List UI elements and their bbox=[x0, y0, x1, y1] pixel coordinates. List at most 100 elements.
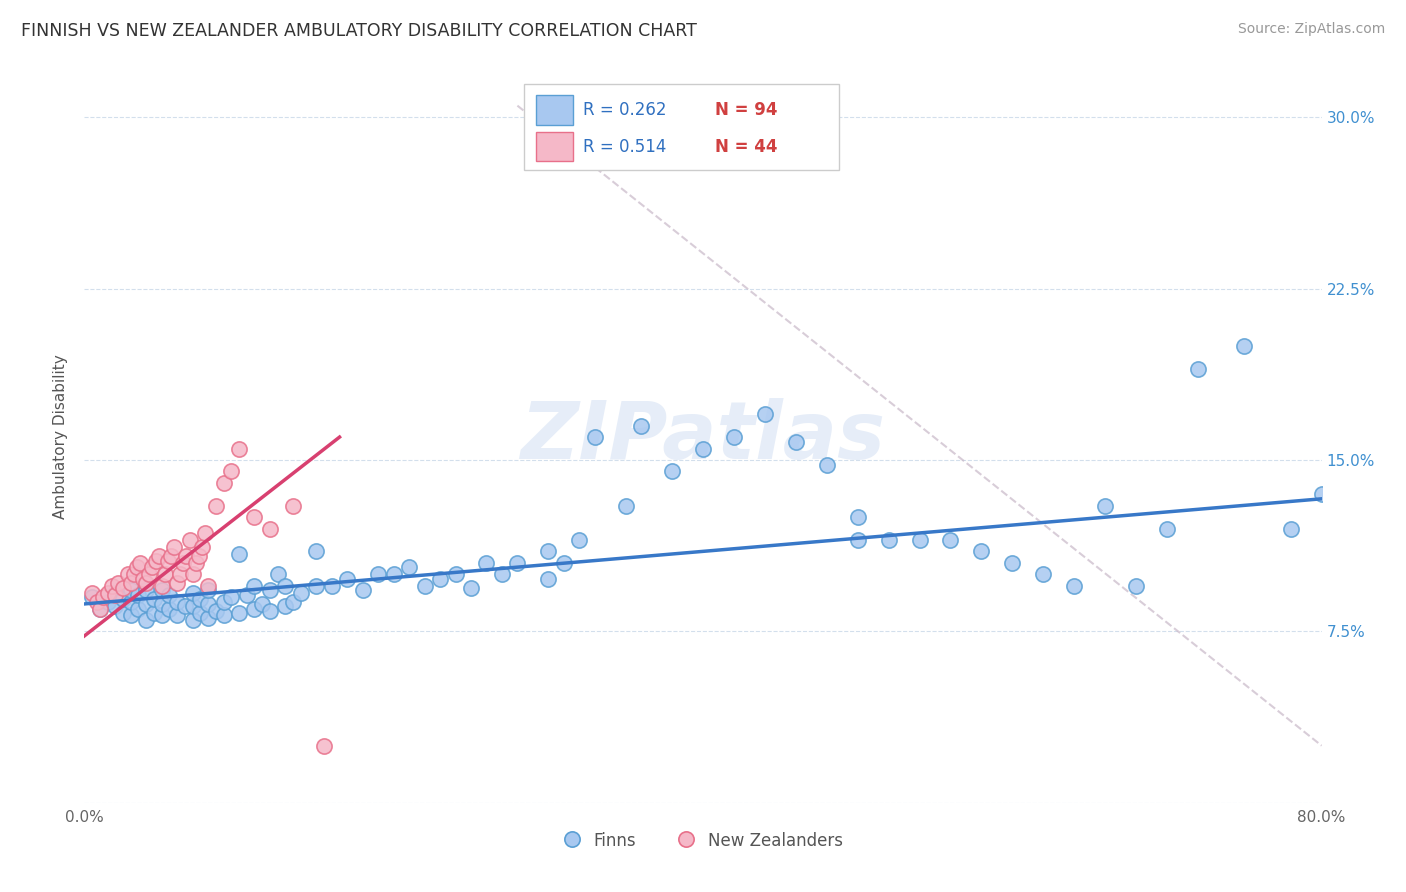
Point bbox=[413, 579, 436, 593]
Point bbox=[281, 499, 305, 513]
Point bbox=[132, 572, 155, 586]
Point bbox=[692, 442, 714, 456]
Point bbox=[1187, 361, 1209, 376]
Point bbox=[169, 567, 191, 582]
Point bbox=[243, 601, 266, 615]
Point bbox=[82, 585, 104, 599]
Point bbox=[135, 576, 157, 591]
Point bbox=[568, 533, 591, 547]
Point bbox=[174, 599, 197, 614]
Point bbox=[537, 544, 560, 558]
Point bbox=[228, 442, 250, 456]
Point bbox=[122, 567, 145, 582]
Point bbox=[191, 540, 214, 554]
Point bbox=[184, 556, 207, 570]
Point bbox=[89, 601, 111, 615]
Point bbox=[96, 585, 118, 599]
Point bbox=[127, 601, 149, 615]
Text: R = 0.262: R = 0.262 bbox=[583, 101, 666, 120]
Point bbox=[179, 533, 201, 547]
Point bbox=[150, 579, 173, 593]
Point bbox=[166, 608, 188, 623]
Point bbox=[1156, 521, 1178, 535]
Point bbox=[153, 567, 176, 582]
Point bbox=[194, 526, 217, 541]
Text: Source: ZipAtlas.com: Source: ZipAtlas.com bbox=[1237, 22, 1385, 37]
Point bbox=[120, 595, 142, 609]
Point bbox=[150, 597, 173, 611]
Text: FINNISH VS NEW ZEALANDER AMBULATORY DISABILITY CORRELATION CHART: FINNISH VS NEW ZEALANDER AMBULATORY DISA… bbox=[21, 22, 697, 40]
Point bbox=[1032, 567, 1054, 582]
Point bbox=[274, 579, 297, 593]
Point bbox=[104, 588, 127, 602]
Point bbox=[125, 560, 148, 574]
Point bbox=[219, 590, 242, 604]
Point bbox=[197, 610, 219, 624]
Point bbox=[82, 590, 104, 604]
Point bbox=[159, 588, 180, 602]
Point bbox=[537, 572, 560, 586]
Point bbox=[815, 458, 838, 472]
Point bbox=[159, 601, 180, 615]
Point bbox=[112, 606, 135, 620]
Legend: Finns, New Zealanders: Finns, New Zealanders bbox=[557, 825, 849, 856]
Point bbox=[846, 510, 869, 524]
Point bbox=[274, 599, 297, 614]
Point bbox=[243, 579, 266, 593]
Point bbox=[367, 567, 389, 582]
Point bbox=[259, 604, 281, 618]
Point bbox=[259, 583, 281, 598]
Point bbox=[127, 588, 149, 602]
Point bbox=[228, 606, 250, 620]
Point bbox=[143, 606, 166, 620]
Point bbox=[250, 597, 273, 611]
Point bbox=[970, 544, 993, 558]
Point bbox=[187, 549, 209, 563]
Point bbox=[785, 434, 807, 449]
Point bbox=[1094, 499, 1116, 513]
Point bbox=[117, 567, 139, 582]
Point bbox=[212, 595, 235, 609]
Point bbox=[212, 475, 235, 490]
Text: N = 44: N = 44 bbox=[716, 137, 778, 156]
Point bbox=[583, 430, 606, 444]
Point bbox=[163, 540, 186, 554]
Point bbox=[197, 579, 219, 593]
Point bbox=[145, 553, 167, 567]
Point bbox=[846, 533, 869, 547]
Point bbox=[143, 592, 166, 607]
Point bbox=[614, 499, 637, 513]
Point bbox=[96, 595, 118, 609]
Text: N = 94: N = 94 bbox=[716, 101, 778, 120]
FancyBboxPatch shape bbox=[523, 84, 839, 170]
Point bbox=[104, 599, 127, 614]
Point bbox=[661, 464, 683, 478]
Point bbox=[141, 560, 163, 574]
Point bbox=[475, 556, 498, 570]
Point bbox=[630, 418, 652, 433]
Y-axis label: Ambulatory Disability: Ambulatory Disability bbox=[53, 355, 69, 519]
Point bbox=[197, 583, 219, 598]
Point bbox=[150, 608, 173, 623]
Point bbox=[135, 597, 157, 611]
Point bbox=[1125, 579, 1147, 593]
Point bbox=[197, 597, 219, 611]
Point bbox=[181, 567, 204, 582]
Point bbox=[219, 464, 242, 478]
Point bbox=[104, 585, 127, 599]
Point bbox=[336, 572, 359, 586]
Point bbox=[120, 608, 142, 623]
Point bbox=[460, 581, 482, 595]
Point bbox=[382, 567, 405, 582]
Point bbox=[212, 608, 235, 623]
Point bbox=[150, 583, 173, 598]
Point bbox=[398, 560, 420, 574]
Point bbox=[444, 567, 467, 582]
Point bbox=[429, 572, 451, 586]
Point bbox=[160, 549, 183, 563]
Point bbox=[312, 739, 335, 753]
Point bbox=[120, 583, 142, 598]
Point bbox=[259, 521, 281, 535]
Point bbox=[107, 576, 129, 591]
Point bbox=[235, 588, 259, 602]
